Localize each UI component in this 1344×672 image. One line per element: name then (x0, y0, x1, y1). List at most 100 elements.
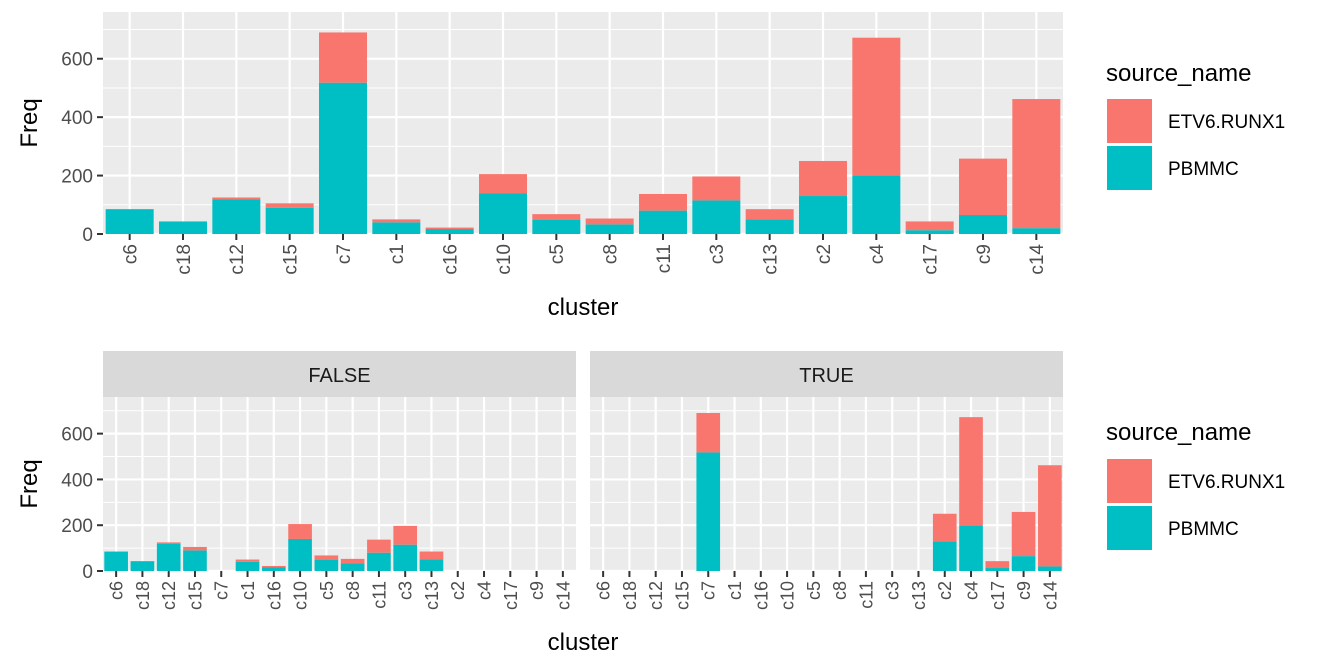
top-bar-pbmmc-c7 (319, 82, 367, 234)
facet-false-x-tick-label: c14 (553, 581, 573, 610)
facet-strip-label-true: TRUE (799, 365, 853, 387)
facet-true-x-tick-label: c18 (620, 581, 640, 610)
facet-false-x-tick-label: c12 (159, 581, 179, 610)
top-legend: source_name ETV6.RUNX1 PBMMC (1106, 60, 1285, 190)
facet-false-x-tick-label: c4 (475, 581, 495, 600)
top-x-tick-label: c18 (174, 244, 195, 275)
facet-false-x-tick-label: c7 (212, 581, 232, 600)
facet-false-x-tick-label: c9 (527, 581, 547, 600)
facet-false-bar-pbmmc-c6 (104, 551, 128, 571)
facet-true-bar-etv6-runx1-c17 (985, 561, 1010, 569)
facet-false-bar-pbmmc-c12 (156, 543, 181, 571)
facet-false-x-tick-label: c10 (291, 581, 311, 610)
top-bar-pbmmc-c11 (639, 210, 687, 234)
facet-true-x-tick-label: c15 (672, 581, 692, 610)
facet-true-x-tick-label: c17 (988, 581, 1008, 610)
facet-false-x-tick-label: c3 (396, 581, 416, 600)
facet-true-bar-etv6-runx1-c2 (932, 513, 957, 542)
facet-false-bar-pbmmc-c5 (314, 560, 339, 571)
top-bar-etv6-runx1-c1 (372, 219, 421, 223)
facet-true-x-tick-label: c16 (751, 581, 771, 610)
top-bar-pbmmc-c16 (425, 229, 474, 234)
facet-false-bar-etv6-runx1-c5 (314, 555, 339, 561)
facet-strip-true (590, 351, 1063, 397)
facet-false-x-tick-label: c17 (501, 581, 521, 610)
top-bar-etv6-runx1-c8 (585, 218, 634, 225)
top-bar-pbmmc-c1 (372, 222, 421, 234)
facet-true-x-tick-label: c10 (778, 581, 798, 610)
bottom-grid (103, 397, 1063, 573)
facet-true-x-tick-label: c9 (1014, 581, 1034, 600)
top-x-axis: c6 c18 c12 c15 c7 c1 c16 c10 c5 c8 c11 c3 c13 c2 c4 c17… (121, 234, 1048, 275)
facet-strip-false (103, 351, 576, 397)
top-bar-pbmmc-c10 (479, 193, 527, 234)
top-bar-pbmmc-c14 (1012, 228, 1061, 234)
top-x-tick-label: c17 (921, 244, 942, 275)
top-x-tick-label: c5 (547, 244, 568, 264)
facet-false-bar-etv6-runx1-c16 (261, 565, 286, 568)
bottom-y-axis: 0 200 400 600 (61, 425, 103, 583)
top-bar-pbmmc-c8 (585, 224, 634, 234)
bottom-legend-label-etv6-runx1: ETV6.RUNX1 (1168, 472, 1285, 493)
facet-false-x-tick-label: c13 (422, 581, 442, 610)
bottom-legend-key-etv6-runx1 (1107, 459, 1152, 503)
top-x-tick-label: c3 (707, 244, 728, 264)
facet-false-bar-pbmmc-c16 (261, 567, 286, 571)
facet-panel-background-false (103, 397, 576, 571)
facet-false-bar-etv6-runx1-c15 (183, 546, 207, 551)
facet-false-bar-pbmmc-c13 (419, 559, 444, 571)
top-x-tick-label: c11 (654, 244, 675, 273)
top-x-tick-label: c7 (334, 244, 355, 264)
facet-true-bar-etv6-runx1-c14 (1038, 465, 1062, 567)
top-x-tick-label: c9 (974, 244, 995, 264)
top-bar-pbmmc-c2 (799, 196, 847, 234)
top-x-tick-label: c8 (601, 244, 622, 264)
facet-true-bar-etv6-runx1-c4 (959, 417, 983, 526)
facet-false-x-tick-label: c15 (185, 581, 205, 610)
facet-true-x-tick-label: c12 (646, 581, 666, 610)
facet-false-bar-etv6-runx1-c8 (340, 558, 365, 564)
facet-false-y-tick-label: 0 (82, 562, 93, 583)
top-y-tick-label: 200 (61, 167, 93, 188)
facet-true-x-tick-label: c11 (856, 581, 876, 609)
bottom-chart: FALSE TRUE 0 200 400 600 c6 c18 c12 c15 c7 c1 c16… (16, 351, 1285, 656)
facet-strip-label-false: FALSE (308, 365, 370, 387)
facet-false-bar-etv6-runx1-c1 (235, 559, 260, 562)
top-x-tick-label: c10 (494, 244, 515, 275)
facet-true-x-tick-label: c6 (594, 581, 614, 600)
facet-false-x-tick-label: c18 (133, 581, 153, 610)
facet-false-x-tick-label: c1 (238, 581, 258, 600)
top-bar-pbmmc-c4 (852, 175, 901, 234)
top-bar-etv6-runx1-c13 (745, 209, 794, 220)
top-bar-pbmmc-c15 (265, 207, 314, 234)
top-y-tick-label: 600 (61, 50, 93, 71)
facet-true-x-tick-label: c4 (962, 581, 982, 600)
facet-false-bar-pbmmc-c8 (340, 563, 365, 571)
top-y-tick-label: 0 (82, 225, 93, 246)
facet-true-bar-pbmmc-c14 (1038, 566, 1062, 571)
facet-true-x-tick-label: c5 (804, 581, 824, 600)
top-bar-etv6-runx1-c2 (799, 160, 847, 197)
facet-false-bar-pbmmc-c3 (393, 544, 418, 571)
facet-false-x-tick-label: c5 (317, 581, 337, 600)
facet-true-bar-pbmmc-c4 (959, 525, 983, 571)
bottom-legend: source_name ETV6.RUNX1 PBMMC (1106, 419, 1285, 550)
facet-false-x-tick-label: c16 (264, 581, 284, 610)
top-bar-etv6-runx1-c3 (692, 176, 741, 201)
top-x-tick-label: c4 (867, 244, 888, 265)
top-y-tick-label: 400 (61, 108, 93, 129)
top-bar-etv6-runx1-c14 (1012, 99, 1061, 229)
facet-false-x-tick-label: c6 (107, 581, 127, 600)
top-panel-background (103, 12, 1063, 234)
facet-false-bar-pbmmc-c10 (288, 538, 312, 571)
facet-true-bar-etv6-runx1-c9 (1011, 511, 1036, 557)
top-bar-pbmmc-c17 (905, 230, 954, 234)
top-bar-pbmmc-c5 (532, 219, 581, 234)
facet-false-bar-etv6-runx1-c11 (367, 539, 391, 553)
facet-false-y-tick-label: 400 (61, 470, 93, 491)
facet-true-x-tick-label: c2 (935, 581, 955, 600)
facet-true-x-tick-label: c13 (909, 581, 929, 610)
bottom-bars (104, 413, 1062, 571)
facet-false-bar-pbmmc-c11 (367, 552, 391, 571)
top-legend-label-pbmmc: PBMMC (1168, 159, 1239, 180)
